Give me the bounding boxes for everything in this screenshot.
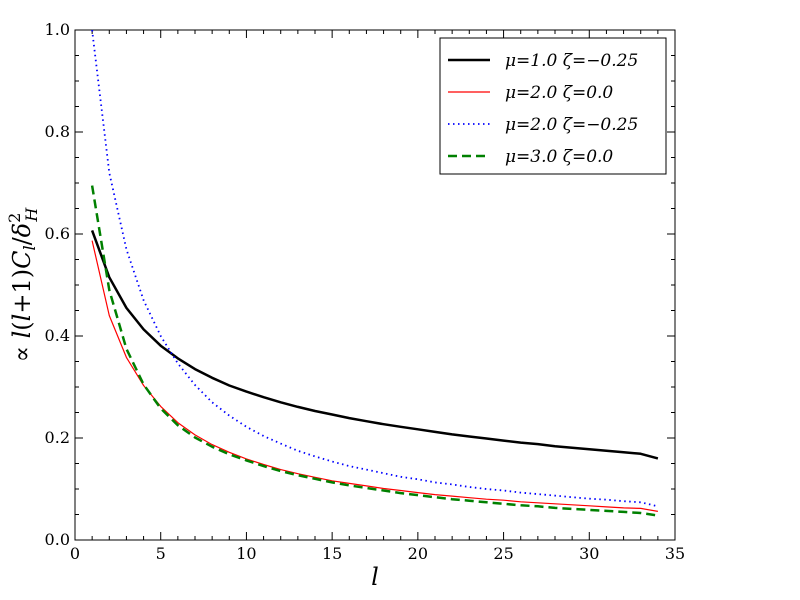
legend-label-4: μ=3.0 ζ=0.0 xyxy=(505,147,613,167)
legend-label-3: μ=2.0 ζ=−0.25 xyxy=(505,115,638,135)
y-tick-label: 0.8 xyxy=(45,122,70,141)
y-axis-label: ∝ l(l+1)Cl/δ2H xyxy=(5,207,41,363)
x-tick-label: 10 xyxy=(236,544,256,563)
x-tick-label: 35 xyxy=(665,544,685,563)
series-line-4 xyxy=(90,185,659,517)
legend-label-1: μ=1.0 ζ=−0.25 xyxy=(505,51,638,71)
y-tick-label: 1.0 xyxy=(45,20,70,39)
x-tick-label: 20 xyxy=(408,544,428,563)
x-tick-label: 30 xyxy=(579,544,599,563)
svg-text:∝ l(l+1)Cl/δ2H: ∝ l(l+1)Cl/δ2H xyxy=(5,207,41,363)
x-tick-label: 5 xyxy=(156,544,166,563)
y-tick-labels: 0.0 0.2 0.4 0.6 0.8 1.0 xyxy=(45,20,70,549)
y-tick-label: 0.4 xyxy=(45,326,70,345)
x-axis-label: l xyxy=(371,563,379,591)
series-line-2 xyxy=(91,240,659,512)
x-tick-label: 0 xyxy=(70,544,80,563)
y-tick-label: 0.6 xyxy=(45,224,70,243)
x-tick-label: 25 xyxy=(493,544,513,563)
x-tick-label: 15 xyxy=(322,544,342,563)
legend-label-2: μ=2.0 ζ=0.0 xyxy=(505,83,613,103)
legend: μ=1.0 ζ=−0.25 μ=2.0 ζ=0.0 μ=2.0 ζ=−0.25 μ=3… xyxy=(439,37,667,175)
series-lines xyxy=(90,29,659,517)
x-tick-labels: 0 5 10 15 20 25 30 35 xyxy=(70,544,685,563)
tick-marks xyxy=(74,29,676,541)
y-tick-label: 0.2 xyxy=(45,428,70,447)
y-tick-label: 0.0 xyxy=(45,530,70,549)
series-line-1 xyxy=(90,229,659,460)
